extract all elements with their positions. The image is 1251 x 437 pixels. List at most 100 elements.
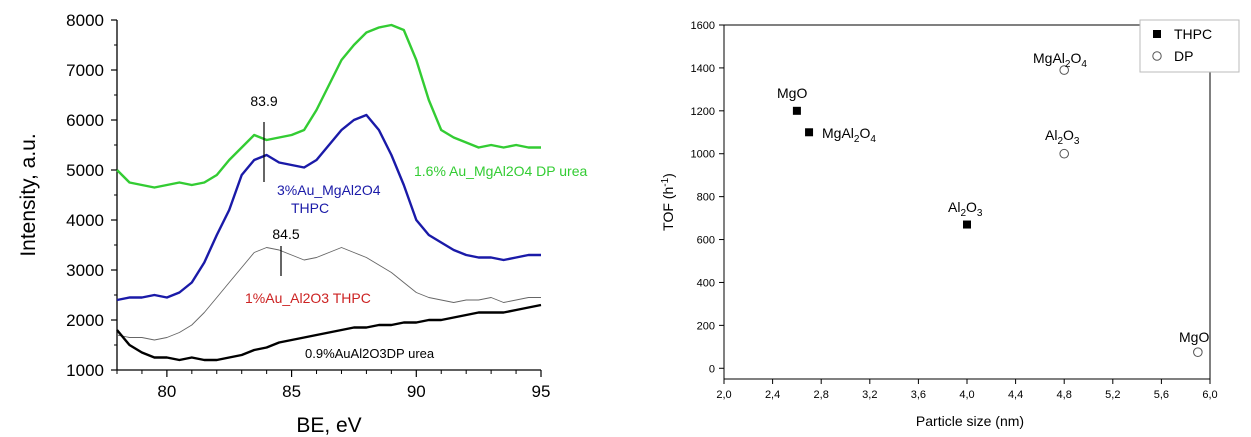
point-label-text: MgAl2O4 — [822, 125, 876, 145]
right-x-tick-label: 5,6 — [1154, 389, 1169, 401]
label-sub: 2 — [1065, 59, 1071, 70]
right-x-axis-label: Particle size (nm) — [916, 413, 1024, 429]
label-mid: O — [859, 125, 870, 141]
point-label-text: MgO — [1179, 329, 1209, 345]
right-y-tick-label: 0 — [709, 363, 715, 375]
point-dp — [1059, 65, 1070, 75]
left-x-tick-label: 85 — [282, 382, 301, 401]
label-blue-series-line1: 3%Au_MgAl2O4 — [277, 182, 381, 198]
left-y-tick-label: 3000 — [66, 261, 104, 280]
right-y-tick-label: 200 — [697, 320, 715, 332]
xps-chart: 1000 2000 3000 4000 5000 6000 7000 8000 80 85 90 9… — [17, 11, 588, 437]
series-line-0 — [116, 23, 541, 189]
point-label-al2o3-thpc: Al2O3 — [948, 199, 983, 219]
point-thpc — [963, 220, 971, 229]
right-y-tick-label: 800 — [697, 192, 715, 204]
left-x-tick-label: 95 — [532, 382, 551, 401]
left-y-tick-label: 6000 — [66, 111, 104, 130]
tof-chart: 0 200 400 600 800 1000 1200 1400 1600 2,0 2,4 2,8 3… — [660, 19, 1240, 429]
right-x-tick-label: 4,4 — [1008, 389, 1023, 401]
left-y-tick-label: 1000 — [66, 361, 104, 380]
right-y-ticks: 0 200 400 600 800 1000 1200 1400 1600 — [691, 20, 724, 375]
legend-label-dp: DP — [1174, 48, 1193, 64]
left-x-ticks: 80 85 90 95 — [116, 370, 551, 401]
label-mid: O — [1063, 127, 1074, 143]
point-label-mgal2o4-thpc: MgAl2O4 — [822, 125, 876, 145]
point-dp — [1059, 148, 1070, 159]
left-y-axis-label: Intensity, a.u. — [17, 133, 40, 256]
legend-marker-thpc — [1153, 30, 1161, 38]
right-y-tick-label: 1600 — [691, 20, 715, 32]
right-x-tick-label: 4,8 — [1057, 389, 1072, 401]
right-x-tick-label: 3,2 — [862, 389, 877, 401]
right-y-axis-label: TOF (h-1) — [660, 173, 676, 231]
right-y-tick-label: 1400 — [691, 63, 715, 75]
label-sub: 3 — [1074, 136, 1080, 147]
peak-annotation-83-9: 83.9 — [250, 93, 278, 182]
right-x-ticks: 2,0 2,4 2,8 3,2 3,6 4,0 4,4 4,8 5,2 5,6 6,0 — [716, 379, 1218, 401]
right-x-tick-label: 2,0 — [716, 389, 731, 401]
point-thpc — [792, 106, 801, 115]
right-y-tick-label: 1000 — [691, 149, 715, 161]
legend-marker-dp — [1152, 51, 1162, 61]
series-line-2 — [116, 247, 541, 341]
label-main: MgAl — [1033, 50, 1065, 66]
left-series-lines — [116, 23, 542, 362]
label-sub: 2 — [854, 134, 860, 145]
right-legend: THPC DP — [1139, 19, 1240, 73]
left-x-tick-label: 80 — [157, 382, 176, 401]
label-main: Al — [1045, 127, 1057, 143]
point-label-text: MgO — [777, 85, 807, 101]
left-y-tick-label: 5000 — [66, 161, 104, 180]
label-mid: O — [1070, 50, 1081, 66]
label-sub: 2 — [1057, 136, 1063, 147]
label-blue-series-line2: THPC — [291, 200, 329, 216]
right-x-tick-label: 6,0 — [1202, 389, 1217, 401]
peak-label-83-9: 83.9 — [250, 93, 277, 109]
ylabel-main: TOF (h — [660, 187, 676, 231]
label-sub: 2 — [960, 208, 966, 219]
right-x-tick-label: 3,6 — [911, 389, 926, 401]
ylabel-sup: -1 — [660, 177, 671, 186]
left-x-tick-label: 90 — [407, 382, 426, 401]
point-label-mgo-thpc: MgO — [777, 85, 807, 101]
right-x-tick-label: 2,4 — [765, 389, 780, 401]
point-label-al2o3-dp: Al2O3 — [1045, 127, 1080, 147]
label-main: Al — [948, 199, 960, 215]
point-label-text: Al2O3 — [1045, 127, 1080, 147]
left-y-tick-label: 8000 — [66, 11, 104, 30]
label-sub: 3 — [977, 208, 983, 219]
right-x-tick-label: 5,2 — [1105, 389, 1120, 401]
label-main: MgAl — [822, 125, 854, 141]
point-label-text: MgAl2O4 — [1033, 50, 1087, 70]
right-scatter-points — [792, 65, 1203, 357]
right-y-tick-label: 400 — [697, 277, 715, 289]
legend-label-thpc: THPC — [1174, 26, 1212, 42]
left-y-ticks: 1000 2000 3000 4000 5000 6000 7000 8000 — [66, 11, 117, 380]
label-mid: O — [966, 199, 977, 215]
point-label-mgo-dp: MgO — [1179, 329, 1209, 345]
left-x-axis-label: BE, eV — [296, 414, 361, 437]
series-line-3 — [116, 303, 542, 362]
legend-box — [1139, 19, 1240, 73]
right-x-tick-label: 4,0 — [959, 389, 974, 401]
label-sub: 4 — [1081, 59, 1087, 70]
left-y-tick-label: 2000 — [66, 311, 104, 330]
point-dp — [1193, 347, 1203, 357]
series-line-1 — [116, 113, 541, 302]
point-label-mgal2o4-dp: MgAl2O4 — [1033, 50, 1087, 70]
label-black-series: 0.9%AuAl2O3DP urea — [305, 346, 435, 361]
point-thpc — [805, 128, 814, 137]
left-y-tick-label: 7000 — [66, 61, 104, 80]
peak-label-84-5: 84.5 — [272, 226, 299, 242]
peak-annotation-84-5: 84.5 — [272, 226, 300, 276]
label-green-series: 1.6% Au_MgAl2O4 DP urea — [414, 163, 588, 179]
right-y-tick-label: 1200 — [691, 106, 715, 118]
ylabel-close: ) — [660, 173, 676, 178]
label-sub: 4 — [870, 134, 876, 145]
right-x-tick-label: 2,8 — [814, 389, 829, 401]
point-label-text: Al2O3 — [948, 199, 983, 219]
label-gray-series: 1%Au_Al2O3 THPC — [245, 290, 371, 306]
left-y-tick-label: 4000 — [66, 211, 104, 230]
right-y-tick-label: 600 — [697, 235, 715, 247]
